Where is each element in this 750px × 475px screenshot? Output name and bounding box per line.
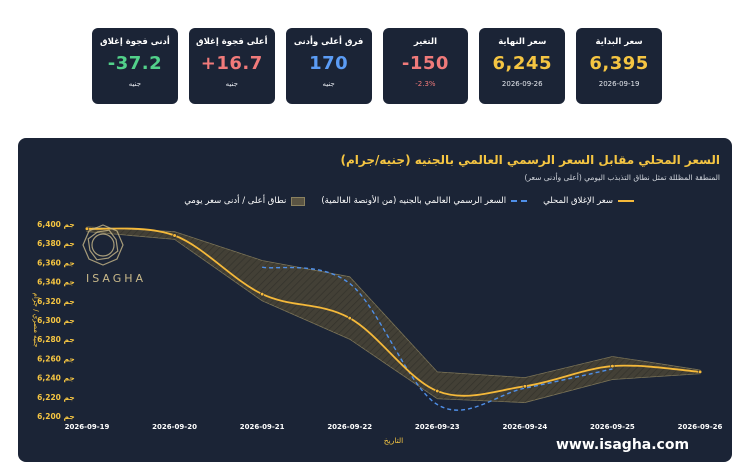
- x-axis-label: التاريخ: [384, 436, 403, 445]
- stat-card-value: 170: [309, 53, 349, 74]
- chart-legend: سعر الإغلاق المحلي السعر الرسمي العالمي …: [184, 196, 634, 206]
- legend-swatch-global-price: [511, 200, 528, 202]
- series-point-local-close: [84, 226, 90, 231]
- stat-card-0: سعر البداية 6,395 2026-09-19: [576, 28, 662, 104]
- stat-card-label: سعر النهاية: [498, 37, 547, 47]
- y-tick-label: 6,220 جم: [37, 393, 75, 402]
- stat-card-sub: جنيه: [322, 80, 335, 88]
- stat-card-value: 6,245: [492, 53, 552, 74]
- series-point-local-close: [610, 363, 615, 369]
- isagha-logo-icon: [82, 224, 124, 266]
- stat-card-value: -150: [401, 53, 449, 74]
- legend-item-global-price[interactable]: السعر الرسمي العالمي بالجنيه (من الأونصة…: [321, 196, 528, 206]
- series-point-local-close: [435, 388, 440, 394]
- stat-cards: سعر البداية 6,395 2026-09-19 سعر النهاية 6,2…: [92, 28, 662, 104]
- stat-card-sub: 2026-09-19: [598, 80, 640, 88]
- stat-card-1: سعر النهاية 6,245 2026-09-26: [479, 28, 566, 104]
- y-axis-label: جنيه مصري / جرام: [32, 293, 40, 348]
- stat-card-sub: جنيه: [225, 80, 238, 88]
- legend-label-band: نطاق أعلى / أدنى سعر يومي: [184, 196, 287, 206]
- series-point-local-close: [172, 233, 177, 238]
- y-tick-label: 6,200 جم: [37, 412, 75, 421]
- y-tick-label: 6,400 جم: [37, 220, 75, 229]
- x-tick-label: 2026-09-22: [327, 423, 372, 431]
- series-point-local-close: [347, 315, 352, 321]
- logo-text: ISAGHA: [86, 272, 147, 285]
- stat-card-label: أعلى فجوة إغلاق: [196, 37, 268, 47]
- stat-card-sub: 2026-09-26: [501, 80, 543, 88]
- y-tick-label: 6,320 جم: [37, 297, 75, 306]
- stat-card-label: فرق أعلى وأدنى: [293, 37, 364, 47]
- series-line-global-price: [262, 266, 613, 411]
- band-hatch: [87, 226, 700, 403]
- legend-item-band[interactable]: نطاق أعلى / أدنى سعر يومي: [184, 196, 306, 206]
- stat-card-label: أدنى فجوة إغلاق: [100, 37, 170, 47]
- legend-item-local-close[interactable]: سعر الإغلاق المحلي: [543, 196, 634, 206]
- legend-label-global-price: السعر الرسمي العالمي بالجنيه (من الأونصة…: [321, 196, 507, 206]
- stat-card-value: -37.2: [107, 53, 163, 74]
- y-tick-label: 6,240 جم: [37, 374, 75, 383]
- y-tick-label: 6,280 جم: [37, 335, 75, 344]
- chart-title: السعر المحلي مقابل السعر الرسمي العالمي …: [340, 153, 720, 167]
- x-tick-label: 2026-09-25: [590, 423, 635, 431]
- legend-swatch-local-close: [618, 200, 634, 202]
- stat-card-3: فرق أعلى وأدنى 170 جنيه: [285, 28, 372, 104]
- stat-card-5: أدنى فجوة إغلاق -37.2 جنيه: [92, 28, 178, 104]
- series-line-local-close: [86, 227, 701, 397]
- x-tick-label: 2026-09-21: [240, 423, 285, 431]
- stat-card-sub: جنيه: [128, 80, 142, 88]
- series-point-local-close: [522, 384, 527, 389]
- stat-card-4: أعلى فجوة إغلاق +16.7 جنيه: [188, 28, 275, 104]
- legend-swatch-band: [291, 196, 306, 206]
- x-tick-label: 2026-09-20: [152, 423, 197, 431]
- chart-panel: [18, 138, 732, 462]
- x-tick-label: 2026-09-26: [678, 423, 723, 431]
- stat-card-label: التغير: [413, 37, 437, 47]
- y-tick-label: 6,340 جم: [37, 278, 75, 287]
- x-tick-label: 2026-09-24: [502, 423, 547, 431]
- x-tick-label: 2026-09-19: [65, 423, 110, 431]
- y-tick-label: 6,300 جم: [37, 316, 75, 325]
- stat-card-sub: -2.3%: [415, 80, 436, 88]
- y-tick-label: 6,360 جم: [37, 258, 75, 267]
- watermark: www.isagha.com: [556, 437, 690, 453]
- y-tick-label: 6,260 جم: [37, 354, 75, 363]
- x-tick-label: 2026-09-23: [415, 423, 460, 431]
- stat-card-value: +16.7: [200, 53, 263, 74]
- series-point-local-close: [697, 369, 703, 374]
- stat-card-label: سعر البداية: [595, 37, 643, 47]
- stat-card-2: التغير -150 -2.3%: [382, 28, 469, 104]
- chart-subtitle: المنطقة المظللة تمثل نطاق التذبذب اليومي…: [524, 173, 720, 182]
- stat-card-value: 6,395: [589, 53, 649, 74]
- legend-label-local-close: سعر الإغلاق المحلي: [543, 196, 613, 206]
- y-tick-label: 6,380 جم: [37, 239, 75, 248]
- series-point-local-close: [260, 291, 265, 297]
